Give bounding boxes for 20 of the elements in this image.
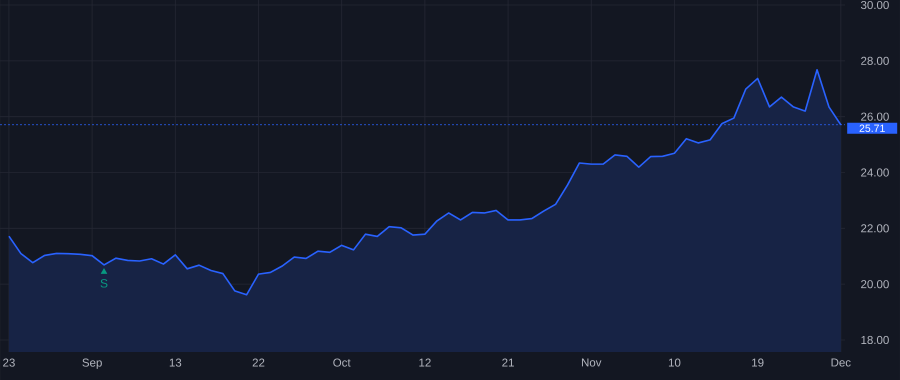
x-tick-label: 23 xyxy=(3,358,15,367)
x-tick-label: 21 xyxy=(502,358,514,367)
x-tick-label: 10 xyxy=(668,358,680,367)
x-tick-label: 12 xyxy=(419,358,431,367)
x-tick-label: Oct xyxy=(333,358,351,367)
y-tick-label: 28.00 xyxy=(861,56,889,65)
y-tick-label: 20.00 xyxy=(861,280,889,288)
y-tick-label: 18.00 xyxy=(861,336,889,344)
x-tick-label: Sep xyxy=(82,358,102,369)
y-tick-label: 22.00 xyxy=(861,224,889,232)
x-tick-label: 19 xyxy=(752,358,764,367)
series-label: S xyxy=(100,279,108,288)
y-tick-label: 26.00 xyxy=(861,112,889,121)
x-tick-label: 13 xyxy=(170,358,182,367)
y-tick-label: 24.00 xyxy=(861,168,889,177)
x-tick-label: Nov xyxy=(582,358,602,367)
x-tick-label: 22 xyxy=(252,358,264,367)
x-tick-label: Dec xyxy=(832,358,851,367)
y-tick-label: 30.00 xyxy=(860,0,889,10)
ref-line-label: 25.71 xyxy=(860,124,885,132)
